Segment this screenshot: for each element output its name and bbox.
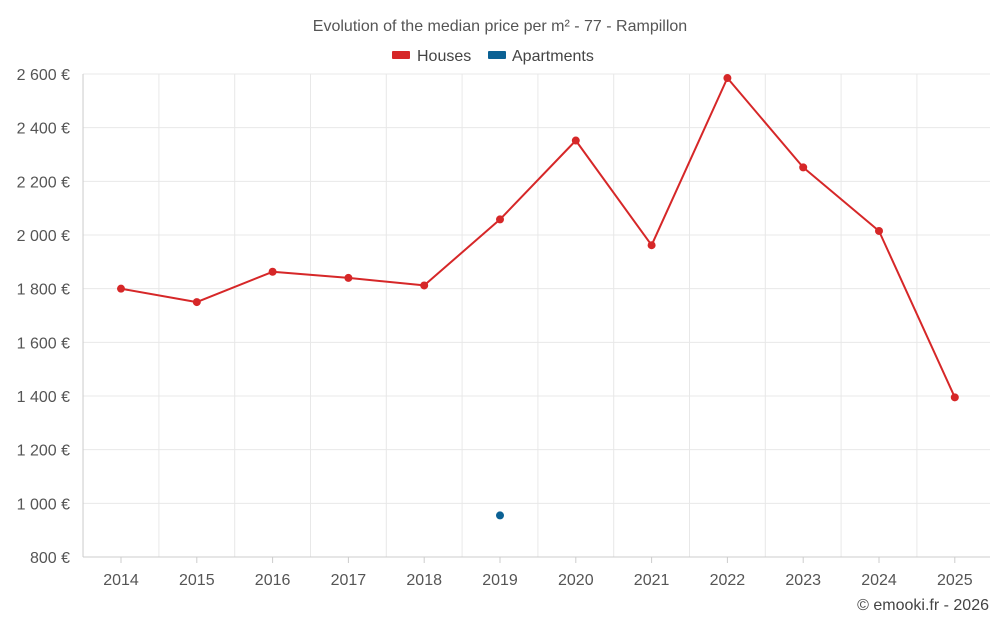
data-point-houses-2021[interactable] <box>647 241 656 250</box>
x-tick-label: 2016 <box>255 572 291 589</box>
legend-label: Apartments <box>512 48 594 65</box>
y-tick-label: 1 200 € <box>17 443 70 460</box>
x-tick-label: 2019 <box>482 572 518 589</box>
data-point-houses-2019[interactable] <box>496 215 504 224</box>
legend-swatch <box>488 51 506 59</box>
legend-item-houses[interactable]: Houses <box>392 48 471 65</box>
y-axis-tick-labels: 800 € 1 000 € 1 200 € 1 400 € 1 600 € 1 800 €… <box>17 67 70 567</box>
x-tick-label: 2020 <box>558 572 594 589</box>
data-point-apartments-2019[interactable] <box>496 511 504 520</box>
data-point-houses-2024[interactable] <box>875 226 883 235</box>
x-axis-tick-labels: 2014 2015 2016 2017 2018 2019 2020 2021 2022 2023… <box>103 572 972 589</box>
y-tick-label: 2 600 € <box>17 67 70 84</box>
data-point-houses-2017[interactable] <box>344 273 353 282</box>
chart-title: Evolution of the median price per m² - 7… <box>313 18 687 35</box>
series-line-houses <box>120 77 956 398</box>
chart-grid <box>82 73 990 557</box>
legend-item-apartments[interactable]: Apartments <box>488 48 594 65</box>
data-point-houses-2023[interactable] <box>799 163 808 172</box>
data-point-houses-2016[interactable] <box>268 267 277 276</box>
x-tick-label: 2017 <box>331 572 367 589</box>
x-tick-label: 2025 <box>937 572 973 589</box>
footer-credit: © emooki.fr - 2026 <box>857 597 989 614</box>
legend-label: Houses <box>417 48 471 65</box>
y-tick-label: 2 400 € <box>17 121 70 138</box>
data-point-houses-2014[interactable] <box>117 284 125 293</box>
series-apartments <box>496 511 504 520</box>
data-point-houses-2025[interactable] <box>950 393 959 402</box>
x-tick-label: 2023 <box>785 572 821 589</box>
chart-series <box>117 74 959 520</box>
data-point-houses-2015[interactable] <box>192 298 201 307</box>
y-tick-label: 1 400 € <box>17 389 70 406</box>
y-tick-label: 1 000 € <box>17 496 70 513</box>
y-tick-label: 2 200 € <box>17 174 70 191</box>
chart-axes <box>82 74 990 563</box>
x-tick-label: 2021 <box>634 572 670 589</box>
x-tick-label: 2022 <box>710 572 746 589</box>
series-houses <box>117 74 959 402</box>
legend-swatch <box>392 51 410 59</box>
chart-legend: Houses Apartments <box>392 48 594 65</box>
x-tick-label: 2018 <box>406 572 442 589</box>
x-tick-label: 2024 <box>861 572 897 589</box>
x-tick-label: 2015 <box>179 572 215 589</box>
y-tick-label: 1 800 € <box>17 282 70 299</box>
y-tick-label: 800 € <box>30 550 70 567</box>
data-point-houses-2018[interactable] <box>420 281 429 290</box>
x-tick-label: 2014 <box>103 572 139 589</box>
data-point-houses-2022[interactable] <box>723 74 732 83</box>
data-point-houses-2020[interactable] <box>571 136 580 145</box>
y-tick-label: 1 600 € <box>17 335 70 352</box>
y-tick-label: 2 000 € <box>17 228 70 245</box>
